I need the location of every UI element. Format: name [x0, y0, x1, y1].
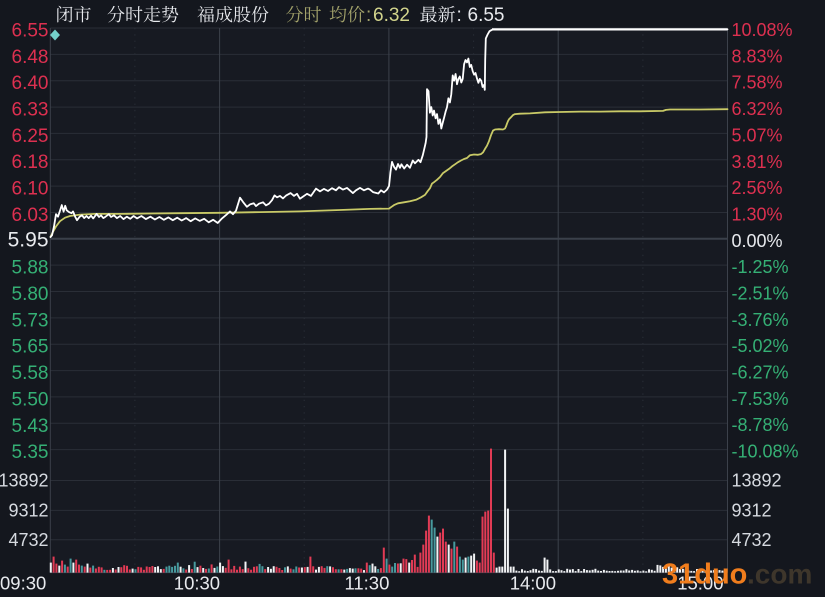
svg-text:1.30%: 1.30%	[732, 205, 783, 225]
svg-text:8.83%: 8.83%	[732, 46, 783, 66]
svg-text:5.07%: 5.07%	[732, 125, 783, 145]
svg-text:15:00: 15:00	[677, 573, 723, 594]
svg-text:6.40: 6.40	[12, 73, 49, 94]
svg-text:5.43: 5.43	[12, 416, 49, 437]
svg-text::: :	[457, 5, 462, 26]
svg-text:5.50: 5.50	[12, 389, 49, 410]
svg-text:13892: 13892	[0, 471, 49, 491]
svg-text:10:30: 10:30	[174, 573, 220, 594]
svg-text:3.81%: 3.81%	[732, 152, 783, 172]
svg-text:6.03: 6.03	[12, 205, 49, 226]
svg-text:-10.08%: -10.08%	[732, 442, 799, 462]
svg-text:6.55: 6.55	[468, 5, 505, 26]
svg-text:9312: 9312	[732, 500, 772, 520]
svg-text:6.32: 6.32	[373, 5, 410, 26]
svg-text:5.58: 5.58	[12, 363, 49, 384]
svg-text:6.33: 6.33	[12, 100, 49, 121]
svg-text:6.55: 6.55	[12, 21, 49, 42]
svg-text:-8.78%: -8.78%	[732, 415, 789, 435]
svg-text:5.35: 5.35	[12, 442, 49, 463]
svg-text:6.25: 6.25	[12, 126, 49, 147]
svg-text:6.32%: 6.32%	[732, 99, 783, 119]
svg-text:-5.02%: -5.02%	[732, 336, 789, 356]
svg-text:31duo: 31duo	[662, 559, 747, 591]
svg-text:9312: 9312	[8, 500, 48, 520]
svg-text:-1.25%: -1.25%	[732, 257, 789, 277]
svg-text:-7.53%: -7.53%	[732, 389, 789, 409]
svg-text:13892: 13892	[732, 471, 782, 491]
svg-text:5.65: 5.65	[12, 337, 49, 358]
svg-text:4732: 4732	[732, 530, 772, 550]
svg-text:4732: 4732	[8, 530, 48, 550]
svg-text:2.56%: 2.56%	[732, 178, 783, 198]
svg-text:5.95: 5.95	[8, 228, 49, 251]
svg-text:09:30: 09:30	[0, 573, 46, 594]
svg-text:0.00%: 0.00%	[732, 231, 783, 251]
svg-text:.com: .com	[747, 559, 812, 590]
svg-text:7.58%: 7.58%	[732, 73, 783, 93]
svg-text:-3.76%: -3.76%	[732, 310, 789, 330]
svg-text:-6.27%: -6.27%	[732, 363, 789, 383]
svg-text:10.08%: 10.08%	[732, 20, 793, 40]
svg-text:14:00: 14:00	[510, 573, 556, 594]
svg-text:5.73: 5.73	[12, 310, 49, 331]
svg-text:-2.51%: -2.51%	[732, 284, 789, 304]
svg-text:11:30: 11:30	[344, 573, 389, 594]
svg-text:5.80: 5.80	[12, 284, 49, 305]
svg-text:6.18: 6.18	[12, 152, 49, 173]
svg-text:5.88: 5.88	[12, 258, 49, 279]
svg-text:6.48: 6.48	[12, 47, 49, 68]
svg-text:6.10: 6.10	[12, 179, 49, 200]
svg-text::: :	[366, 5, 371, 26]
